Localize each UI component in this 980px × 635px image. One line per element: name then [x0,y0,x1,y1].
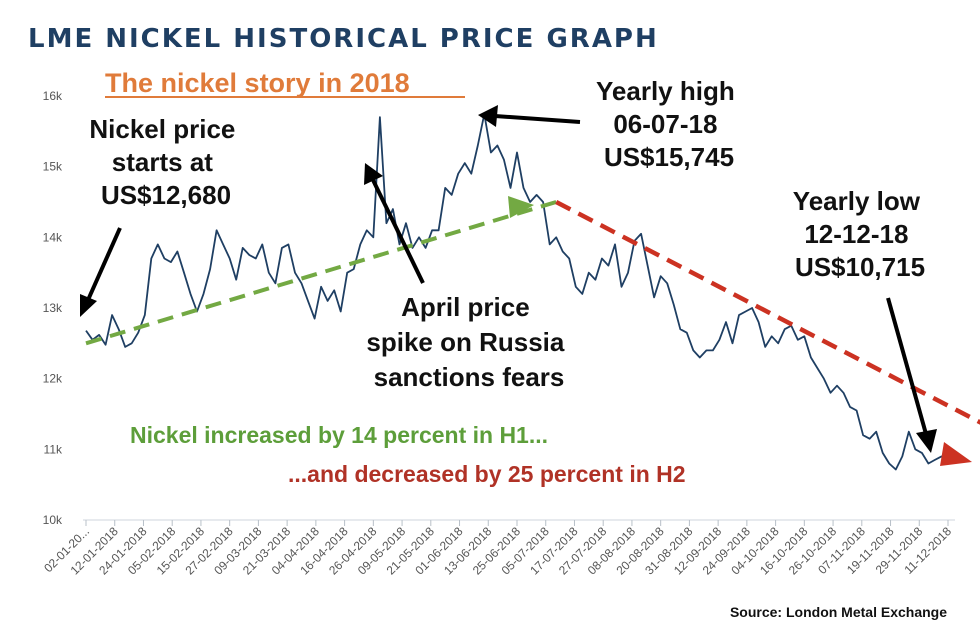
y-tick-label: 13k [43,301,63,315]
h1-caption: Nickel increased by 14 percent in H1... [130,422,548,448]
start-arrow [86,227,122,301]
h1-trend-line [85,200,557,346]
low-arrowhead [916,429,937,453]
spike-annotation: April price spike on Russia sanctions fe… [366,292,571,392]
price-series-line [85,113,949,471]
low-arrow [886,297,928,435]
chart-subtitle: The nickel story in 2018 [105,68,410,98]
low-annotation: Yearly low 12-12-18 US$10,715 [793,186,927,282]
high-arrow [494,114,581,124]
h2-trend-line [555,200,980,425]
h2-trend-arrowhead [940,442,972,466]
spike-arrow [371,179,425,284]
high-annotation: Yearly high 06-07-18 US$15,745 [596,76,742,172]
start-arrowhead [80,294,97,317]
h1-trend-arrowhead [508,196,534,218]
y-tick-label: 12k [43,372,63,386]
h2-caption: ...and decreased by 25 percent in H2 [288,461,686,487]
y-tick-label: 10k [43,513,63,527]
y-tick-label: 16k [43,89,63,103]
start-annotation: Nickel price starts at US$12,680 [89,114,242,210]
source-note: Source: London Metal Exchange [730,604,947,620]
spike-arrowhead [364,163,383,185]
y-tick-label: 11k [44,442,63,456]
x-axis: 02-01-20...12-01-201824-01-201805-02-201… [41,520,954,578]
y-axis: 10k 11k 12k 13k 14k 15k 16k [43,89,63,527]
high-arrowhead [478,105,498,127]
chart-title: LME NICKEL HISTORICAL PRICE GRAPH [28,24,659,54]
y-tick-label: 14k [43,230,63,244]
y-tick-label: 15k [43,160,63,174]
